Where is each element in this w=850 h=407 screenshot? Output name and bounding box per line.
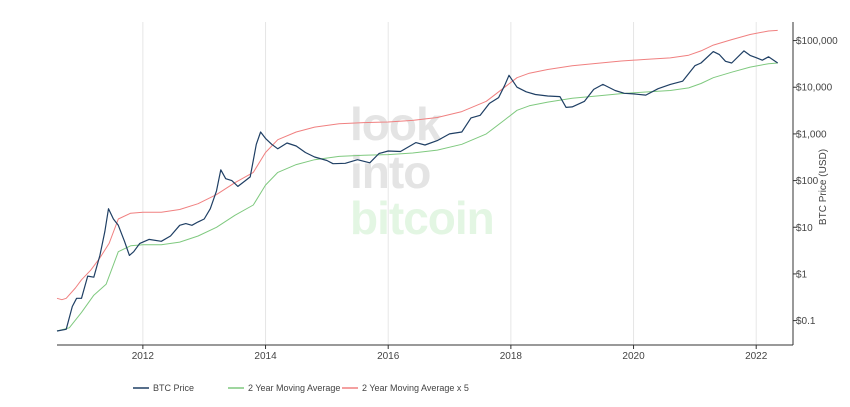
legend: BTC Price 2 Year Moving Average 2 Year Mov…: [133, 383, 469, 393]
y-tick-label: $1: [796, 269, 808, 280]
watermark-word: into: [350, 146, 430, 198]
y-tick-label: $10,000: [796, 83, 833, 94]
y-tick-label: $1,000: [796, 129, 827, 140]
x-tick-label: 2016: [377, 351, 400, 362]
x-tick-label: 2018: [500, 351, 523, 362]
y-tick-label: $0.1: [796, 316, 816, 327]
legend-label: 2 Year Moving Average: [248, 383, 340, 393]
x-tick-label: 2020: [622, 351, 645, 362]
y-axis-ticks: $0.1 $1 $10 $100 $1,000 $10,000 $100,000: [793, 36, 838, 327]
watermark-word: look: [350, 98, 442, 150]
y-tick-label: $10: [796, 223, 813, 234]
gridlines: [142, 22, 757, 345]
legend-item[interactable]: 2 Year Moving Average: [228, 383, 340, 393]
legend-item[interactable]: 2 Year Moving Average x 5: [342, 383, 469, 393]
series-line-2-year-moving-average-x-5: [56, 29, 778, 301]
series-line-btc-price: [56, 50, 779, 332]
legend-label: BTC Price: [153, 383, 194, 393]
legend-item[interactable]: BTC Price: [133, 383, 194, 393]
legend-label: 2 Year Moving Average x 5: [362, 383, 469, 393]
x-tick-label: 2022: [745, 351, 768, 362]
y-tick-label: $100: [796, 176, 819, 187]
y-tick-label: $100,000: [796, 36, 838, 47]
axes: [57, 22, 794, 346]
series-layer: [56, 29, 779, 332]
x-tick-label: 2014: [254, 351, 277, 362]
x-axis-ticks: 2012 2014 2016 2018 2020 2022: [132, 345, 768, 362]
x-tick-label: 2012: [132, 351, 155, 362]
watermark-word: bitcoin: [350, 192, 494, 244]
y-axis-title: BTC Price (USD): [818, 149, 829, 225]
